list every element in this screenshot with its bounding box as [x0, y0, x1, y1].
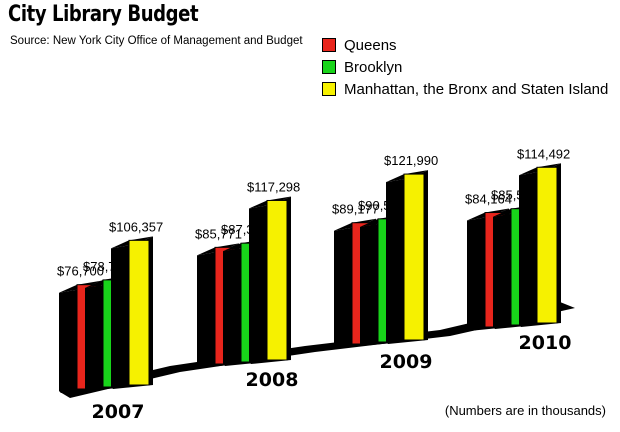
data-label-2007-1: $76,700 — [57, 264, 104, 279]
legend: Queens Brooklyn Manhattan, the Bronx and… — [322, 34, 608, 100]
floor-ribbon — [60, 302, 575, 398]
chart-title: City Library Budget — [8, 2, 199, 27]
legend-label-brooklyn: Brooklyn — [344, 58, 403, 76]
bar-2008-manhattan — [266, 199, 288, 361]
year-label-2007: 2007 — [92, 401, 145, 423]
data-label-2010-1: $84,164 — [465, 192, 512, 207]
data-label-2009-1: $89,177 — [332, 202, 379, 217]
source-note: Source: New York City Office of Manageme… — [10, 35, 303, 47]
legend-item-manhattan: Manhattan, the Bronx and Staten Island — [322, 78, 608, 100]
data-label-2008-1: $85,771 — [195, 226, 242, 241]
legend-swatch-manhattan — [322, 82, 336, 96]
year-label-2009: 2009 — [380, 351, 433, 373]
data-label-2010-3: $114,492 — [517, 146, 570, 161]
legend-label-queens: Queens — [344, 36, 397, 54]
data-label-2007-3: $106,357 — [109, 219, 163, 234]
legend-item-brooklyn: Brooklyn — [322, 56, 608, 78]
bar-2009-manhattan — [403, 173, 425, 341]
bar-2007-manhattan — [128, 239, 150, 386]
units-note: (Numbers are in thousands) — [444, 403, 606, 418]
legend-item-queens: Queens — [322, 34, 608, 56]
legend-swatch-queens — [322, 38, 336, 52]
bar-2010-manhattan — [536, 166, 558, 324]
legend-label-manhattan: Manhattan, the Bronx and Staten Island — [344, 80, 609, 98]
data-label-2008-3: $117,298 — [247, 179, 300, 194]
year-label-2010: 2010 — [519, 332, 572, 354]
year-label-2008: 2008 — [246, 369, 299, 391]
data-label-2009-3: $121,990 — [384, 153, 438, 168]
legend-swatch-brooklyn — [322, 60, 336, 74]
